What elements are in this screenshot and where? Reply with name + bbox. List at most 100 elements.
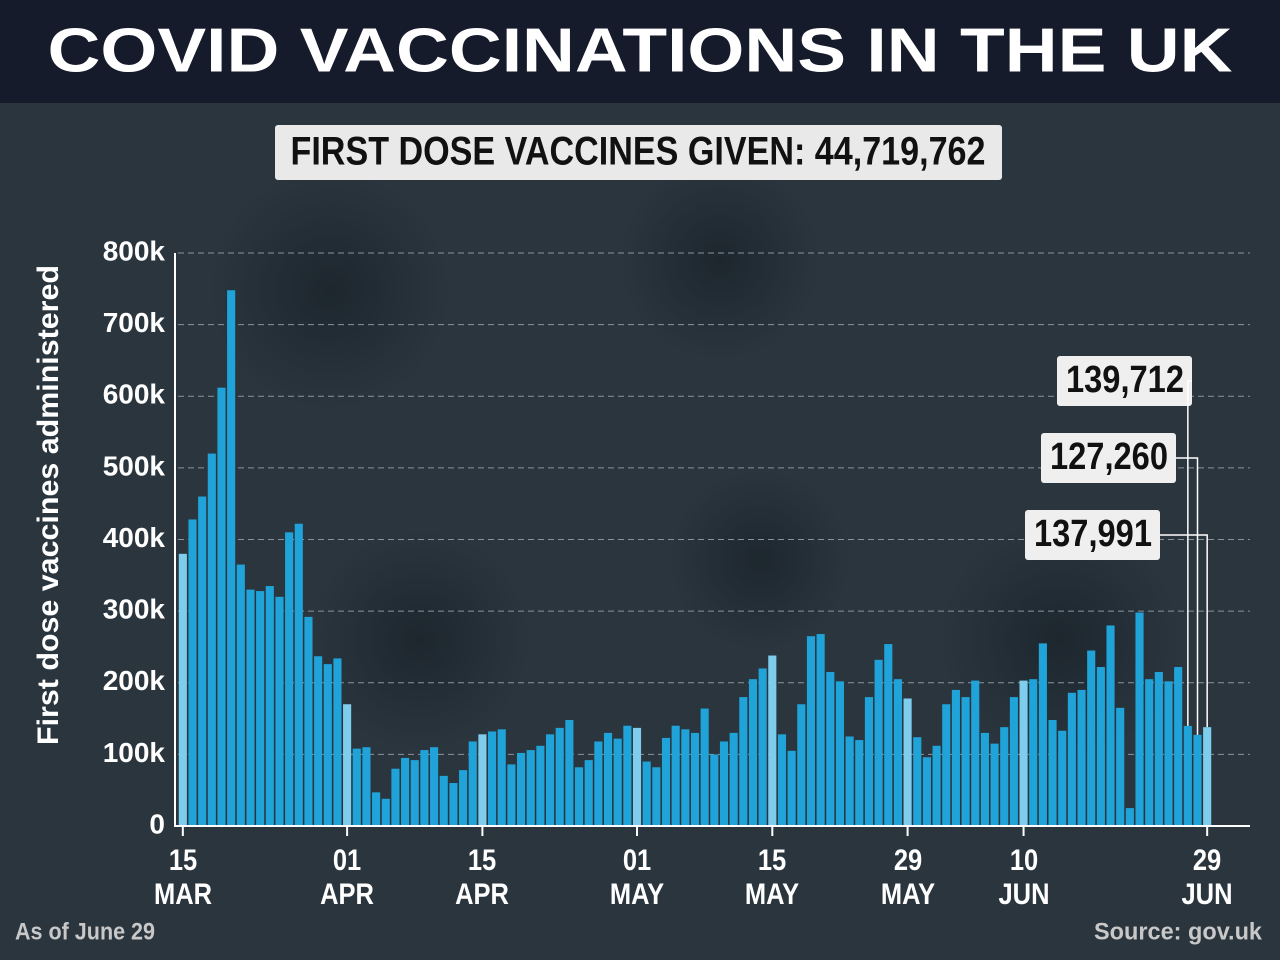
bar: [845, 736, 854, 826]
bar: [748, 679, 758, 826]
bar: [719, 741, 729, 826]
bar: [420, 750, 429, 826]
y-tick-label: 300k: [103, 594, 166, 625]
bar: [642, 761, 651, 826]
bar: [922, 757, 931, 826]
x-tick-label: 15 MAY: [745, 844, 800, 911]
bar: [787, 750, 796, 826]
bar: [285, 532, 294, 826]
bar: [932, 745, 941, 826]
bar: [758, 668, 767, 826]
bar: [1067, 692, 1076, 826]
bar: [410, 760, 419, 826]
bar: [690, 732, 700, 826]
bar: [1164, 681, 1173, 826]
bar: [913, 737, 922, 826]
bar: [816, 634, 825, 826]
x-tick-label: 15 APR: [455, 844, 510, 911]
bar: [729, 732, 738, 826]
bar: [555, 727, 564, 826]
bar: [806, 636, 816, 826]
bar: [178, 553, 187, 826]
bar: [652, 767, 661, 826]
callout-line: [1160, 534, 1208, 728]
bar: [1000, 727, 1009, 826]
callout-box: [1025, 510, 1160, 560]
bar: [1058, 730, 1067, 826]
bar: [256, 591, 265, 826]
bar: [439, 775, 448, 826]
bar: [545, 734, 555, 826]
bar: [826, 672, 835, 826]
bar: [1154, 672, 1163, 826]
bar: [1029, 679, 1038, 826]
y-tick-label: 0: [149, 808, 165, 839]
title-bar: [0, 0, 1280, 103]
bar: [275, 596, 284, 826]
bar: [381, 798, 390, 826]
bar: [739, 697, 748, 826]
bar: [449, 783, 458, 826]
bar: [304, 616, 313, 826]
bar: [1077, 689, 1086, 826]
bar: [1116, 707, 1125, 826]
bar: [507, 764, 516, 826]
bar: [893, 679, 902, 826]
data-label: 127,260: [1050, 436, 1168, 478]
bar: [797, 704, 806, 826]
bar: [903, 698, 912, 826]
data-label: 137,991: [1034, 513, 1152, 555]
bar: [681, 729, 690, 826]
chart-title: COVID VACCINATIONS IN THE UK: [48, 16, 1233, 85]
bar: [188, 519, 197, 826]
note: As of June 29: [15, 918, 155, 945]
bar: [497, 729, 506, 826]
bar: [391, 768, 400, 826]
bar: [362, 747, 371, 826]
bar: [951, 689, 960, 826]
x-tick-label: 01 MAY: [609, 844, 665, 911]
x-tick-label: 15 MAR: [153, 844, 212, 911]
y-tick-label: 600k: [103, 379, 166, 410]
bar: [768, 655, 777, 826]
bar: [990, 743, 999, 826]
bar: [613, 738, 622, 826]
bar: [1038, 643, 1047, 826]
bar: [314, 656, 323, 826]
bar: [1048, 719, 1057, 826]
bar: [980, 732, 989, 826]
bar: [777, 734, 787, 826]
bar: [884, 644, 893, 826]
callout-line: [1187, 380, 1192, 726]
bar: [864, 697, 874, 826]
bar: [516, 752, 526, 826]
bar: [1087, 650, 1096, 826]
callout-line: [1176, 457, 1199, 735]
bar: [1145, 679, 1154, 826]
bar: [217, 387, 226, 826]
bar: [671, 725, 680, 826]
bar: [942, 704, 951, 826]
bar: [536, 745, 545, 826]
bar: [574, 767, 584, 826]
bar: [372, 792, 381, 826]
callout-box: [1041, 433, 1176, 483]
data-label: 139,712: [1066, 359, 1184, 401]
bar: [488, 731, 497, 826]
y-tick-label: 500k: [103, 450, 166, 481]
y-tick-label: 100k: [103, 737, 166, 768]
callout-box: [1057, 356, 1192, 406]
texture: [670, 470, 850, 650]
y-tick-label: 700k: [103, 307, 166, 338]
bar: [565, 719, 574, 826]
texture: [310, 530, 530, 750]
bar: [855, 740, 864, 826]
bar: [1193, 734, 1202, 826]
bar: [1019, 680, 1028, 826]
y-tick-label: 400k: [103, 522, 166, 553]
y-tick-label: 800k: [103, 235, 166, 266]
bar: [603, 732, 613, 826]
bar: [1096, 666, 1105, 826]
bar: [835, 681, 845, 826]
